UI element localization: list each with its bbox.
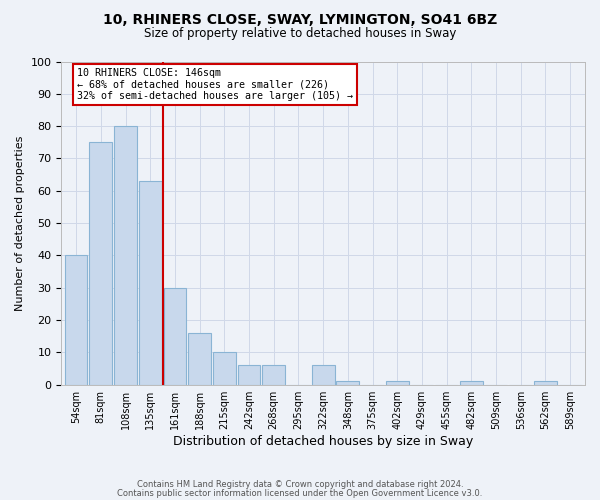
- Bar: [312, 366, 335, 384]
- Bar: [460, 382, 483, 384]
- Text: 10 RHINERS CLOSE: 146sqm
← 68% of detached houses are smaller (226)
32% of semi-: 10 RHINERS CLOSE: 146sqm ← 68% of detach…: [77, 68, 353, 101]
- Bar: [188, 333, 211, 384]
- Bar: [89, 142, 112, 384]
- Bar: [139, 181, 161, 384]
- Bar: [386, 382, 409, 384]
- Bar: [114, 126, 137, 384]
- Text: Contains public sector information licensed under the Open Government Licence v3: Contains public sector information licen…: [118, 489, 482, 498]
- X-axis label: Distribution of detached houses by size in Sway: Distribution of detached houses by size …: [173, 434, 473, 448]
- Text: 10, RHINERS CLOSE, SWAY, LYMINGTON, SO41 6BZ: 10, RHINERS CLOSE, SWAY, LYMINGTON, SO41…: [103, 12, 497, 26]
- Bar: [534, 382, 557, 384]
- Text: Size of property relative to detached houses in Sway: Size of property relative to detached ho…: [144, 28, 456, 40]
- Bar: [262, 366, 285, 384]
- Bar: [238, 366, 260, 384]
- Bar: [65, 256, 88, 384]
- Bar: [164, 288, 186, 384]
- Bar: [337, 382, 359, 384]
- Y-axis label: Number of detached properties: Number of detached properties: [15, 136, 25, 311]
- Text: Contains HM Land Registry data © Crown copyright and database right 2024.: Contains HM Land Registry data © Crown c…: [137, 480, 463, 489]
- Bar: [213, 352, 236, 384]
